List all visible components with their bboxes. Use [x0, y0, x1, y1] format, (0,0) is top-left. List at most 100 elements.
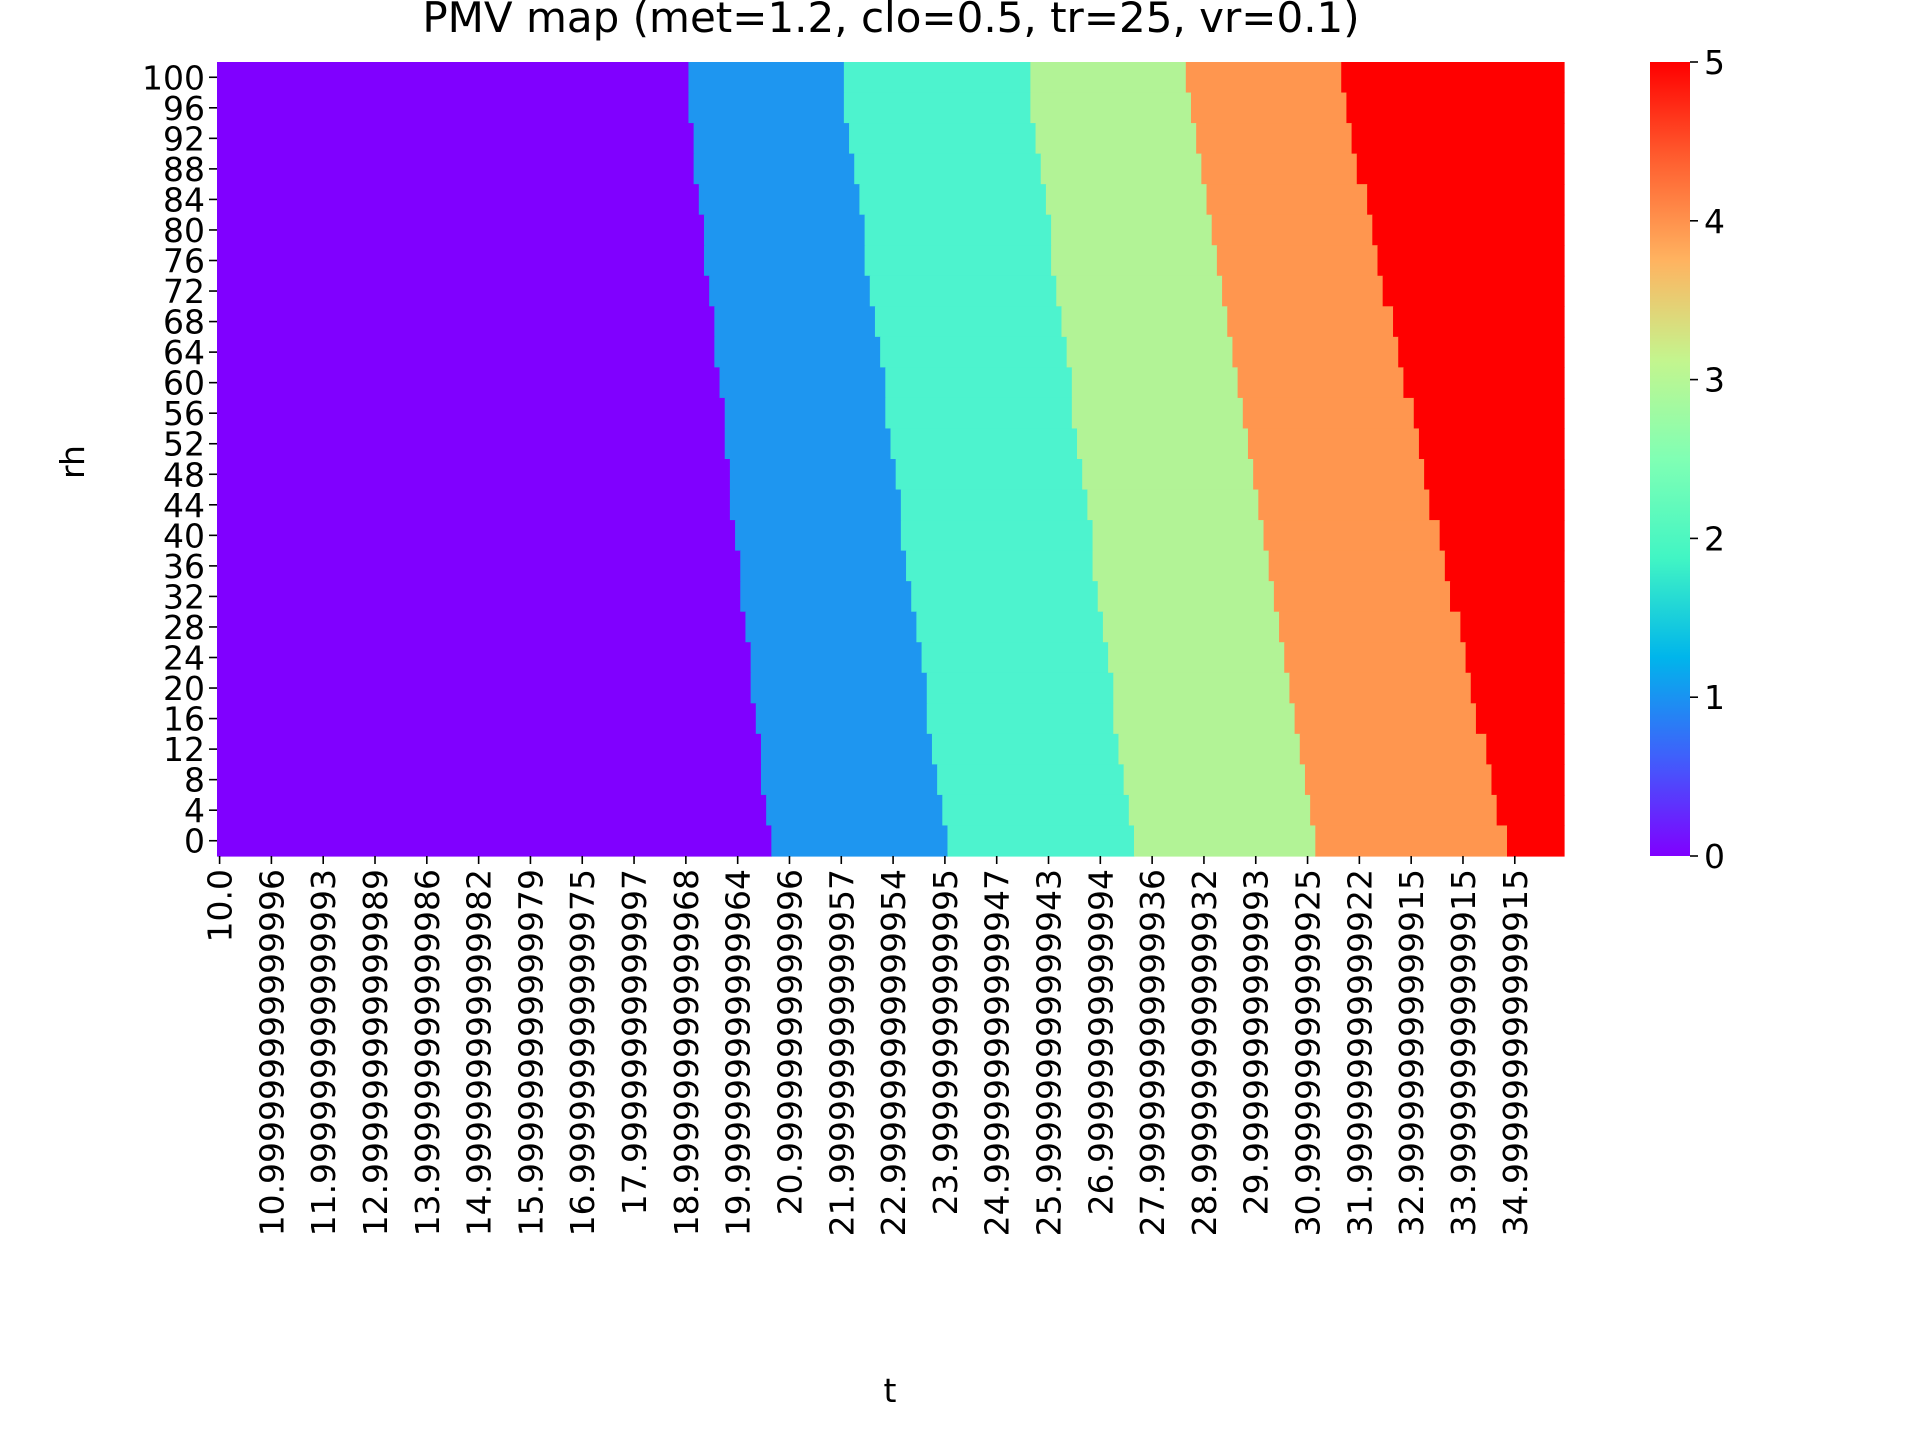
y-tick-label: 20	[163, 669, 205, 708]
heatmap-cell	[1035, 123, 1197, 155]
heatmap-cell	[1196, 123, 1353, 155]
heatmap-cell	[1092, 520, 1265, 552]
heatmap-cell	[921, 642, 1109, 674]
heatmap-cell	[1123, 764, 1306, 796]
heatmap-cell	[1206, 184, 1368, 216]
heatmap-cell	[688, 92, 845, 124]
y-tick-label: 100	[142, 58, 205, 97]
heatmap-cell	[724, 397, 886, 430]
heatmap-cell	[843, 92, 1031, 124]
heatmap-cell	[1372, 214, 1565, 246]
heatmap-cell	[1424, 459, 1565, 491]
x-tick-label: 32.999999999999915	[1392, 869, 1431, 1236]
heatmap-cell	[1056, 275, 1223, 307]
heatmap-cell	[745, 611, 918, 643]
heatmap-cell	[217, 367, 721, 399]
heatmap-cell	[906, 550, 1094, 582]
heatmap-cell	[1061, 306, 1228, 338]
heatmap-cell	[931, 733, 1120, 765]
heatmap-cell	[864, 214, 1052, 246]
heatmap-cell	[760, 764, 938, 796]
heatmap-cell	[1211, 214, 1373, 246]
heatmap-cell	[874, 306, 1063, 338]
heatmap-cell	[1051, 214, 1213, 246]
heatmap-cell	[217, 214, 705, 246]
heatmap-cell	[729, 489, 902, 521]
heatmap-cell	[1398, 336, 1565, 368]
heatmap-cell	[1315, 825, 1508, 857]
heatmap-cell	[724, 428, 892, 460]
heatmap-cell	[693, 123, 850, 155]
colorbar-ticks: 0 1 2 3 4 5	[1690, 43, 1725, 876]
heatmap-cell	[890, 428, 1078, 460]
x-axis-label: t	[884, 1371, 897, 1410]
heatmap-cell	[1097, 581, 1275, 613]
heatmap-cell	[1299, 733, 1487, 765]
y-tick-label: 40	[163, 516, 205, 555]
x-tick-label: 25.999999999999943	[1030, 869, 1069, 1236]
heatmap-cell	[217, 184, 700, 216]
heatmap-cell	[1113, 703, 1296, 735]
heatmap-cell	[217, 275, 710, 307]
heatmap-cell	[703, 214, 866, 246]
heatmap-cell	[916, 611, 1104, 643]
heatmap-cell	[1273, 581, 1451, 613]
heatmap-cell	[217, 306, 715, 338]
heatmap-cell	[1439, 520, 1565, 552]
heatmap-cell	[698, 184, 861, 216]
heatmap-cell	[1201, 153, 1358, 185]
heatmap-cell	[1087, 489, 1259, 521]
y-axis: 1009692888480767268646056524844403632282…	[142, 58, 217, 861]
heatmap-cell	[1377, 245, 1565, 277]
heatmap-cell	[217, 153, 695, 185]
heatmap-cell	[1268, 550, 1446, 582]
heatmap-cell	[926, 672, 1114, 704]
x-tick-label: 23.99999999999995	[926, 869, 965, 1215]
heatmap-cell	[1077, 428, 1249, 460]
y-tick-label: 8	[184, 761, 205, 800]
heatmap-cell	[217, 764, 762, 796]
y-tick-label: 76	[163, 242, 205, 281]
heatmap-cell	[750, 642, 923, 674]
heatmap-cell	[1092, 550, 1270, 582]
x-tick-label: 26.99999999999994	[1081, 869, 1120, 1215]
x-tick-label: 13.999999999999986	[408, 869, 447, 1236]
heatmap-cell	[859, 184, 1047, 216]
heatmap-cell	[885, 367, 1073, 399]
heatmap-cell	[719, 367, 886, 399]
heatmap-cell	[714, 336, 881, 368]
heatmap-cell	[714, 306, 876, 338]
heatmap-cell	[1082, 459, 1254, 491]
heatmap-cell	[217, 611, 747, 643]
y-tick-label: 0	[184, 822, 205, 861]
colorbar-tick-label: 3	[1704, 361, 1725, 400]
y-tick-label: 72	[163, 272, 205, 311]
heatmap-cell	[1491, 764, 1565, 796]
x-tick-label: 19.999999999999964	[719, 869, 758, 1236]
x-tick-label: 30.999999999999925	[1289, 869, 1328, 1236]
y-tick-label: 56	[163, 394, 205, 433]
x-tick-label: 28.999999999999932	[1185, 869, 1224, 1236]
heatmap-cell	[766, 794, 943, 827]
heatmap-cell	[693, 153, 855, 185]
heatmap-cell	[1030, 92, 1192, 124]
y-tick-label: 88	[163, 150, 205, 189]
x-tick-label: 14.999999999999982	[460, 869, 499, 1236]
heatmap-cell	[217, 703, 757, 735]
heatmap-cells	[217, 62, 1565, 857]
y-tick-label: 4	[184, 791, 205, 830]
heatmap-cell	[740, 581, 912, 613]
heatmap-cell	[217, 550, 741, 582]
heatmap-cell	[843, 62, 1031, 94]
x-tick-label: 10.0	[201, 869, 240, 942]
heatmap-cell	[217, 92, 690, 124]
heatmap-cell	[1496, 794, 1565, 827]
heatmap-cell	[1071, 367, 1239, 399]
y-tick-label: 32	[163, 577, 205, 616]
heatmap-cell	[217, 428, 726, 460]
heatmap-cell	[755, 703, 928, 735]
heatmap-cell	[911, 581, 1099, 613]
heatmap-cell	[217, 642, 752, 674]
heatmap-cell	[1216, 245, 1379, 277]
